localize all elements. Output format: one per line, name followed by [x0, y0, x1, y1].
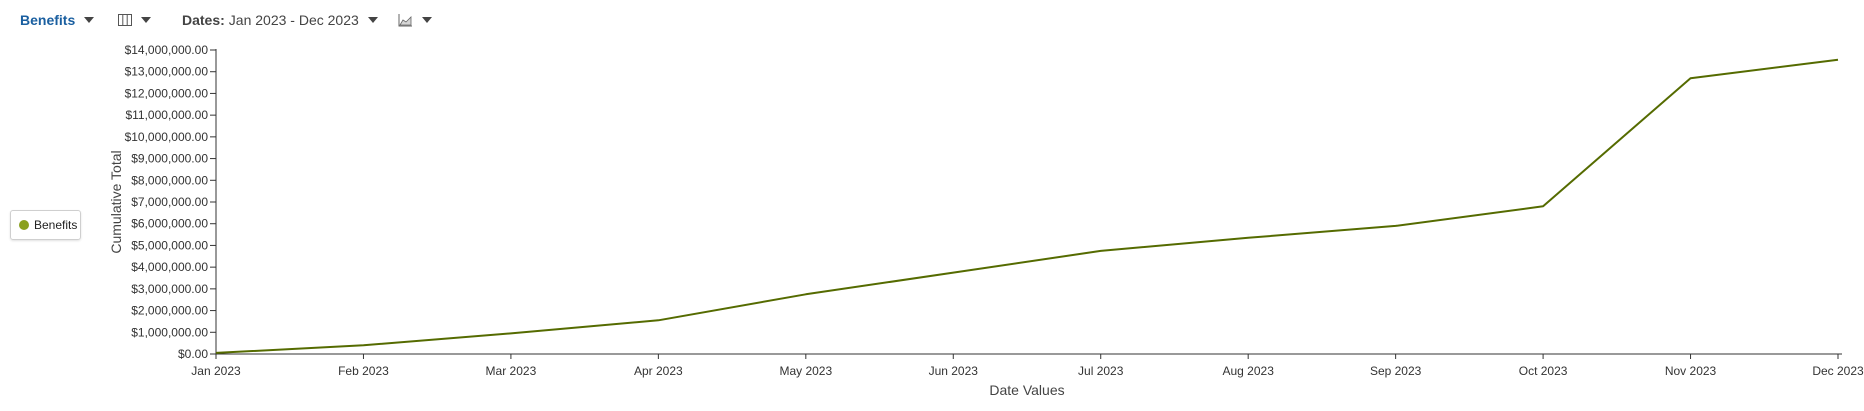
x-tick-label: Nov 2023 — [1665, 364, 1717, 378]
data-point[interactable] — [1688, 75, 1694, 81]
y-tick-label: $1,000,000.00 — [131, 325, 208, 339]
x-tick-label: Aug 2023 — [1222, 364, 1274, 378]
x-axis-title: Date Values — [989, 382, 1064, 398]
x-tick-label: Apr 2023 — [634, 364, 683, 378]
y-axis-title: Cumulative Total — [108, 150, 124, 253]
data-point[interactable] — [508, 330, 514, 336]
measure-label: Benefits — [20, 12, 76, 28]
x-tick-label: Mar 2023 — [486, 364, 537, 378]
data-point[interactable] — [1098, 248, 1104, 254]
y-tick-label: $5,000,000.00 — [131, 238, 208, 252]
y-tick-label: $14,000,000.00 — [125, 43, 209, 57]
y-tick-label: $13,000,000.00 — [125, 65, 209, 79]
y-tick-label: $10,000,000.00 — [125, 130, 209, 144]
x-axis-ticks: Jan 2023 Feb 2023 Mar 2023 Apr 2023 May 2023… — [191, 354, 1864, 378]
legend-swatch — [19, 220, 29, 230]
data-point[interactable] — [1393, 223, 1399, 229]
y-tick-label: $9,000,000.00 — [131, 152, 208, 166]
y-tick-label: $3,000,000.00 — [131, 282, 208, 296]
y-axis-ticks: $0.00 $1,000,000.00 $2,000,000.00 $3,000,00… — [125, 43, 216, 361]
y-tick-label: $11,000,000.00 — [125, 108, 208, 122]
dates-prefix: Dates: — [182, 12, 225, 28]
series-group — [213, 57, 1841, 356]
chart-type-dropdown[interactable] — [398, 10, 432, 30]
chevron-down-icon — [422, 17, 432, 23]
data-point[interactable] — [1835, 57, 1841, 63]
columns-dropdown[interactable] — [118, 10, 151, 30]
y-tick-label: $4,000,000.00 — [131, 260, 208, 274]
columns-icon — [118, 14, 132, 26]
data-point[interactable] — [213, 350, 219, 356]
data-point[interactable] — [803, 291, 809, 297]
chart-axes — [215, 49, 1842, 355]
y-tick-label: $7,000,000.00 — [131, 195, 208, 209]
x-tick-label: Sep 2023 — [1370, 364, 1422, 378]
chevron-down-icon — [84, 17, 95, 23]
x-tick-label: Jul 2023 — [1078, 364, 1124, 378]
chart-legend[interactable]: Benefits — [10, 210, 81, 240]
dates-dropdown[interactable]: Dates: Jan 2023 - Dec 2023 — [182, 10, 378, 30]
y-tick-label: $2,000,000.00 — [131, 304, 208, 318]
x-tick-label: Jun 2023 — [929, 364, 979, 378]
x-tick-label: Jan 2023 — [191, 364, 241, 378]
y-tick-label: $8,000,000.00 — [131, 173, 208, 187]
dates-value: Jan 2023 - Dec 2023 — [228, 12, 359, 28]
x-tick-label: Feb 2023 — [338, 364, 389, 378]
area-chart-icon — [398, 13, 412, 26]
y-tick-label: $0.00 — [178, 347, 208, 361]
data-point[interactable] — [950, 270, 956, 276]
measure-dropdown[interactable]: Benefits — [20, 10, 95, 30]
x-tick-label: Oct 2023 — [1519, 364, 1568, 378]
chart-toolbar: Benefits Dates: Jan 2023 - Dec 2023 — [0, 0, 1864, 40]
y-tick-label: $12,000,000.00 — [125, 86, 209, 100]
data-point[interactable] — [360, 342, 366, 348]
x-tick-label: May 2023 — [779, 364, 832, 378]
chevron-down-icon — [141, 17, 151, 23]
legend-label: Benefits — [34, 218, 78, 232]
x-tick-label: Dec 2023 — [1812, 364, 1864, 378]
y-tick-label: $6,000,000.00 — [131, 217, 208, 231]
data-point[interactable] — [655, 317, 661, 323]
series-line-benefits[interactable] — [215, 58, 1839, 354]
chevron-down-icon — [367, 17, 378, 23]
data-point[interactable] — [1540, 203, 1546, 209]
data-point[interactable] — [1245, 235, 1251, 241]
